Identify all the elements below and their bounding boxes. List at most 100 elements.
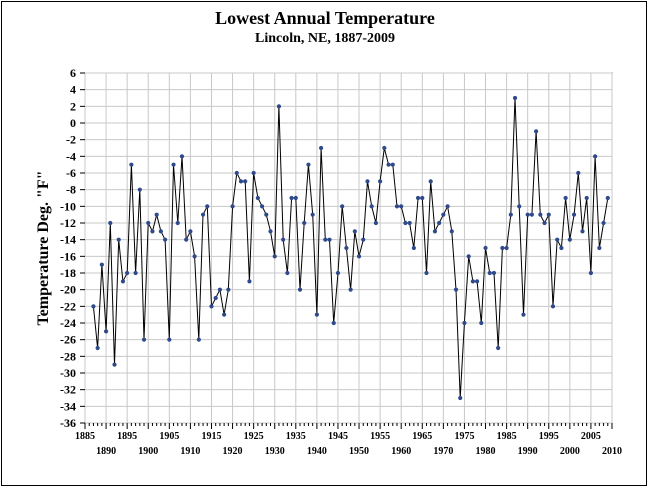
data-point [255,195,260,201]
data-point [184,237,189,242]
data-point [331,320,336,326]
data-point [420,195,425,201]
data-point [293,195,298,201]
x-tick-label: 1885 [75,431,95,442]
data-point [378,179,383,184]
data-point [259,204,265,209]
data-point [479,320,484,326]
data-point [550,304,556,309]
x-tick-label: 1910 [180,446,200,457]
data-point [508,212,513,217]
data-point [403,220,408,226]
x-tick-label: 1980 [476,446,496,457]
data-point [432,229,438,234]
data-point [466,254,471,259]
data-point [175,220,180,226]
data-point [449,229,454,234]
data-point [323,237,328,242]
data-point [538,212,543,217]
data-point [302,220,307,226]
data-point [394,204,400,209]
plot-area [84,72,613,424]
data-point [247,279,252,284]
chart-title: Lowest Annual Temperature [215,8,435,28]
data-point [369,204,374,209]
data-point [601,220,606,226]
data-point [335,270,341,276]
data-point [382,145,387,151]
data-point [285,270,290,276]
y-tick-label: -12 [60,216,76,230]
x-tick-label: 1940 [307,446,327,457]
y-tick-label: -14 [60,233,76,247]
data-point [318,145,324,151]
data-point-markers [91,95,610,401]
y-tick-label: -36 [60,416,76,430]
data-point [352,229,357,234]
data-point [571,212,577,217]
data-point [559,245,564,251]
chart-subtitle: Lincoln, NE, 1887-2009 [254,31,395,46]
data-point [517,204,522,209]
x-tick-label: 1955 [370,431,390,442]
x-tick-label: 1950 [349,446,369,457]
data-point [411,245,416,251]
data-point [238,179,244,184]
y-tick-label: -8 [66,183,76,197]
data-point [428,179,433,184]
data-point [276,104,282,109]
data-point [188,229,193,234]
data-point [226,287,231,292]
y-tick-label: -20 [60,283,76,297]
x-tick-label: 1920 [223,446,243,457]
data-point [474,279,480,284]
data-point [605,195,610,201]
data-point [567,237,572,242]
y-tick-label: 6 [70,66,76,80]
data-point [597,245,602,251]
data-point [234,170,239,176]
data-point [453,287,459,292]
data-point [496,345,501,351]
data-point [525,212,530,217]
data-point [534,129,539,134]
x-tick-label: 1900 [138,446,158,457]
data-point [297,287,303,292]
x-tick-label: 1990 [518,446,538,457]
data-point [593,154,598,159]
y-tick-label: -10 [60,199,76,213]
data-point [213,295,218,301]
data-point [116,237,121,242]
x-tick-label: 1965 [412,431,432,442]
data-point [133,270,138,276]
data-point [200,212,206,217]
y-tick-label: -24 [60,316,76,330]
data-point [163,237,168,242]
y-tick-label: 2 [70,99,76,113]
data-point [289,195,294,201]
data-point [209,304,214,309]
data-point [437,220,442,226]
data-point [217,287,223,292]
data-point [112,362,117,367]
data-point [281,237,286,242]
data-point [91,304,96,309]
y-tick-label: -28 [60,349,76,363]
y-axis-label: Temperature Deg. "F" [35,170,52,325]
data-point [141,337,147,342]
data-point [441,212,446,217]
x-tick-label: 1970 [433,446,453,457]
data-point [125,270,130,276]
data-point [327,237,332,242]
data-point [584,195,589,201]
data-point [340,204,345,209]
data-point [268,229,273,234]
data-point [99,262,104,267]
x-tick-label: 1975 [454,431,474,442]
x-tick-label: 2005 [581,431,601,442]
data-point [521,312,526,317]
x-tick-label: 1995 [539,431,559,442]
data-point [348,287,353,292]
data-point [491,270,497,276]
data-point [306,162,311,167]
